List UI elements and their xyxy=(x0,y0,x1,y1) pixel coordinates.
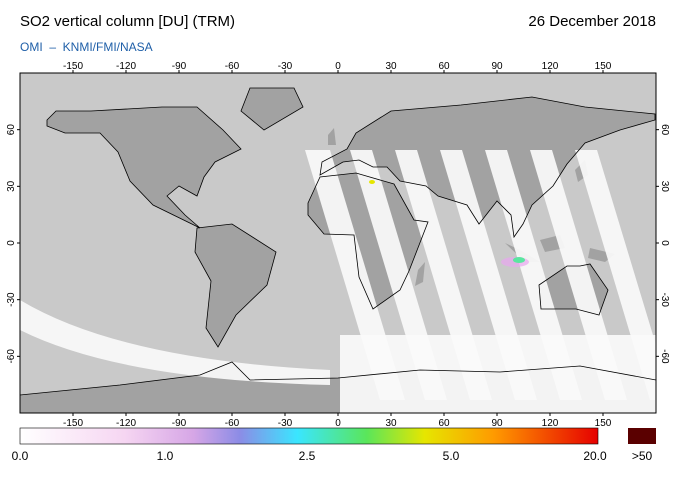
lon-tick-label: -150 xyxy=(63,418,83,429)
so2-plume xyxy=(369,180,375,184)
lat-tick-label: 0 xyxy=(659,240,670,246)
lon-tick-label: 90 xyxy=(491,418,503,429)
lon-tick-label: -60 xyxy=(225,61,240,72)
lon-tick-label: -90 xyxy=(172,61,187,72)
lon-tick-label: 0 xyxy=(335,418,341,429)
lon-tick-label: 120 xyxy=(542,418,559,429)
lon-tick-label: 120 xyxy=(542,61,559,72)
so2-plume xyxy=(513,257,525,263)
lon-tick-label: -150 xyxy=(63,61,83,72)
lon-tick-label: -30 xyxy=(278,418,293,429)
lon-tick-label: -90 xyxy=(172,418,187,429)
title: SO2 vertical column [DU] (TRM) xyxy=(20,13,235,30)
lon-tick-label: 60 xyxy=(438,61,450,72)
colorbar-label: 2.5 xyxy=(299,449,316,463)
colorbar-overflow-label: >50 xyxy=(632,449,653,463)
lat-tick-label: 60 xyxy=(659,124,670,136)
lon-tick-label: 0 xyxy=(335,61,341,72)
colorbar-label: 0.0 xyxy=(12,449,29,463)
lon-tick-label: -120 xyxy=(116,61,136,72)
lon-tick-label: 60 xyxy=(438,418,450,429)
lon-tick-label: -120 xyxy=(116,418,136,429)
orbit-swaths xyxy=(20,150,656,413)
lon-tick-label: 150 xyxy=(595,61,612,72)
lon-tick-label: -30 xyxy=(278,61,293,72)
colorbar xyxy=(19,427,599,445)
coastlines xyxy=(20,87,656,396)
lon-tick-label: -60 xyxy=(225,418,240,429)
map xyxy=(20,73,656,413)
colorbar-label: 5.0 xyxy=(443,449,460,463)
lat-tick-label: -30 xyxy=(659,292,670,307)
graticule-labels: -150 -150 -120 -120 -90 -90 -60 -60 -30 -30 0 0 30 30… xyxy=(6,61,670,429)
lat-tick-label: 30 xyxy=(6,180,17,192)
lat-tick-label: -30 xyxy=(6,292,17,307)
lat-tick-label: -60 xyxy=(6,349,17,364)
lat-tick-label: 30 xyxy=(659,181,670,193)
lon-tick-label: 90 xyxy=(491,61,503,72)
lat-tick-label: -60 xyxy=(659,349,670,364)
lon-tick-label: 30 xyxy=(385,61,397,72)
lon-tick-label: 30 xyxy=(385,418,397,429)
lat-tick-label: 60 xyxy=(6,124,17,136)
colorbar-label: 1.0 xyxy=(157,449,174,463)
date: 26 December 2018 xyxy=(528,13,656,30)
colorbar-label: 20.0 xyxy=(583,449,607,463)
lat-tick-label: 0 xyxy=(6,240,17,246)
lon-tick-label: 150 xyxy=(595,418,612,429)
colorbar-overflow xyxy=(628,428,656,444)
source: OMI – KNMI/FMI/NASA xyxy=(20,40,153,54)
